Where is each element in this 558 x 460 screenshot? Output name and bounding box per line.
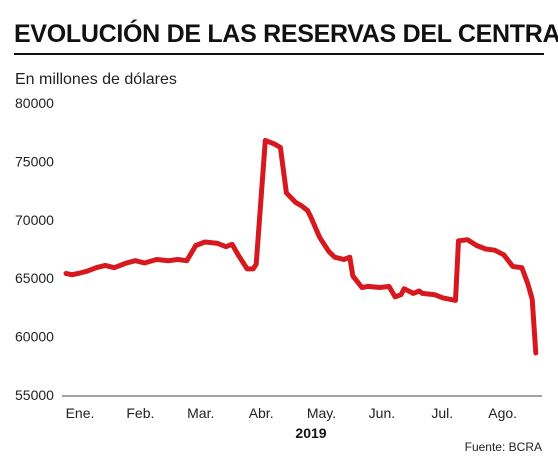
- x-tick-label: Jul.: [431, 405, 453, 421]
- chart-title: EVOLUCIÓN DE LAS RESERVAS DEL CENTRAL: [14, 20, 558, 48]
- y-tick-label: 55000: [15, 387, 54, 403]
- series-group: [63, 137, 539, 356]
- y-tick-label: 75000: [15, 153, 54, 169]
- reserves-series-line: [63, 137, 539, 356]
- x-axis-year-label: 2019: [295, 425, 326, 441]
- y-tick-label: 80000: [15, 95, 54, 111]
- unit-label: En millones de dólares: [15, 71, 177, 88]
- y-tick-label: 60000: [15, 329, 54, 345]
- y-axis-labels: 80000 75000 70000 65000 60000 55000: [15, 95, 54, 403]
- y-tick-label: 65000: [15, 270, 54, 286]
- x-axis-labels: Ene. Feb. Mar. Abr. May. Jun. Jul. Ago.: [66, 405, 517, 421]
- title-divider: [14, 53, 544, 55]
- x-tick-label: Jun.: [369, 405, 395, 421]
- x-tick-label: Abr.: [249, 405, 274, 421]
- x-tick-label: May.: [307, 405, 336, 421]
- x-tick-label: Ene.: [66, 405, 95, 421]
- x-tick-label: Mar.: [187, 405, 214, 421]
- y-tick-label: 70000: [15, 212, 54, 228]
- x-tick-label: Feb.: [126, 405, 154, 421]
- source-note: Fuente: BCRA: [464, 440, 542, 454]
- x-tick-label: Ago.: [488, 405, 517, 421]
